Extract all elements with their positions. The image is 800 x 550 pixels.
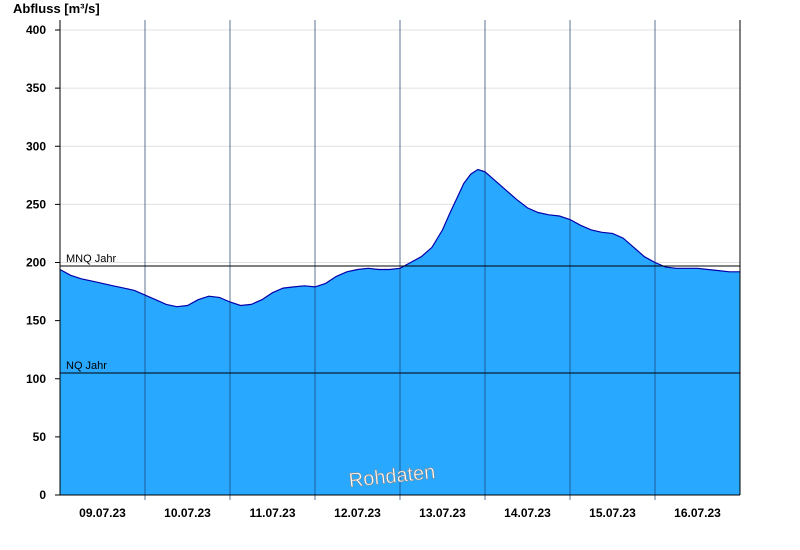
- y-axis-ticks: 0 50 100 150 200 250 300 350 400: [26, 23, 60, 502]
- reference-line-label: NQ Jahr: [66, 360, 107, 372]
- y-tick-label: 50: [33, 430, 47, 444]
- x-tick-label: 15.07.23: [589, 506, 636, 520]
- x-axis-ticks: 09.07.23 10.07.23 11.07.23 12.07.23 13.07.23…: [79, 506, 721, 520]
- y-tick-label: 100: [26, 372, 46, 386]
- y-axis-title: Abfluss [m³/s]: [13, 1, 100, 16]
- discharge-line: [59, 168, 740, 308]
- y-tick-label: 400: [26, 23, 46, 37]
- reference-line-label: MNQ Jahr: [66, 253, 116, 265]
- y-tick-label: 200: [26, 256, 46, 270]
- x-tick-label: 11.07.23: [249, 506, 295, 520]
- y-tick-label: 350: [26, 81, 46, 95]
- x-tick-label: 10.07.23: [164, 506, 211, 520]
- y-tick-label: 300: [26, 139, 46, 153]
- x-tick-label: 16.07.23: [674, 506, 721, 520]
- day-divider-lines: [144, 20, 656, 500]
- y-tick-label: 250: [26, 197, 46, 211]
- x-tick-label: 14.07.23: [504, 506, 551, 520]
- y-tick-label: 0: [39, 488, 46, 502]
- x-tick-label: 12.07.23: [334, 506, 381, 520]
- x-tick-label: 09.07.23: [79, 506, 126, 520]
- reference-lines: MNQ Jahr NQ Jahr: [60, 253, 740, 374]
- x-tick-label: 13.07.23: [419, 506, 466, 520]
- y-tick-label: 150: [26, 314, 46, 328]
